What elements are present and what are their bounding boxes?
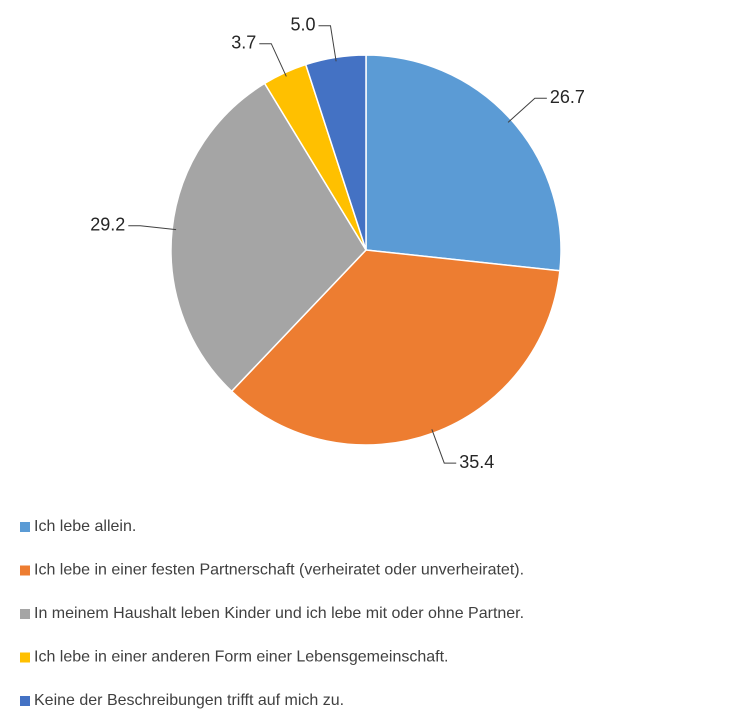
- leader-line: [128, 225, 177, 231]
- data-label: 3.7: [231, 32, 256, 52]
- data-label: 29.2: [90, 215, 125, 235]
- legend-label: Keine der Beschreibungen trifft auf mich…: [34, 692, 344, 709]
- data-label: 26.7: [550, 87, 585, 107]
- legend-label: In meinem Haushalt leben Kinder und ich …: [34, 605, 524, 622]
- legend-label: Ich lebe in einer anderen Form einer Leb…: [34, 649, 448, 666]
- legend-label: Ich lebe in einer festen Partnerschaft (…: [34, 562, 524, 579]
- leader-line: [259, 43, 287, 77]
- pie-slice: [365, 54, 562, 272]
- legend-swatch: [20, 522, 30, 532]
- legend-swatch: [20, 565, 30, 576]
- legend-swatch: [20, 652, 30, 663]
- data-label: 35.4: [459, 452, 494, 472]
- leader-line: [318, 25, 337, 62]
- legend-swatch: [20, 696, 30, 706]
- data-label: 5.0: [290, 15, 315, 35]
- legend-swatch: [20, 609, 30, 619]
- leader-line: [507, 97, 547, 123]
- leader-line: [431, 429, 457, 464]
- legend-label: Ich lebe allein.: [34, 518, 136, 535]
